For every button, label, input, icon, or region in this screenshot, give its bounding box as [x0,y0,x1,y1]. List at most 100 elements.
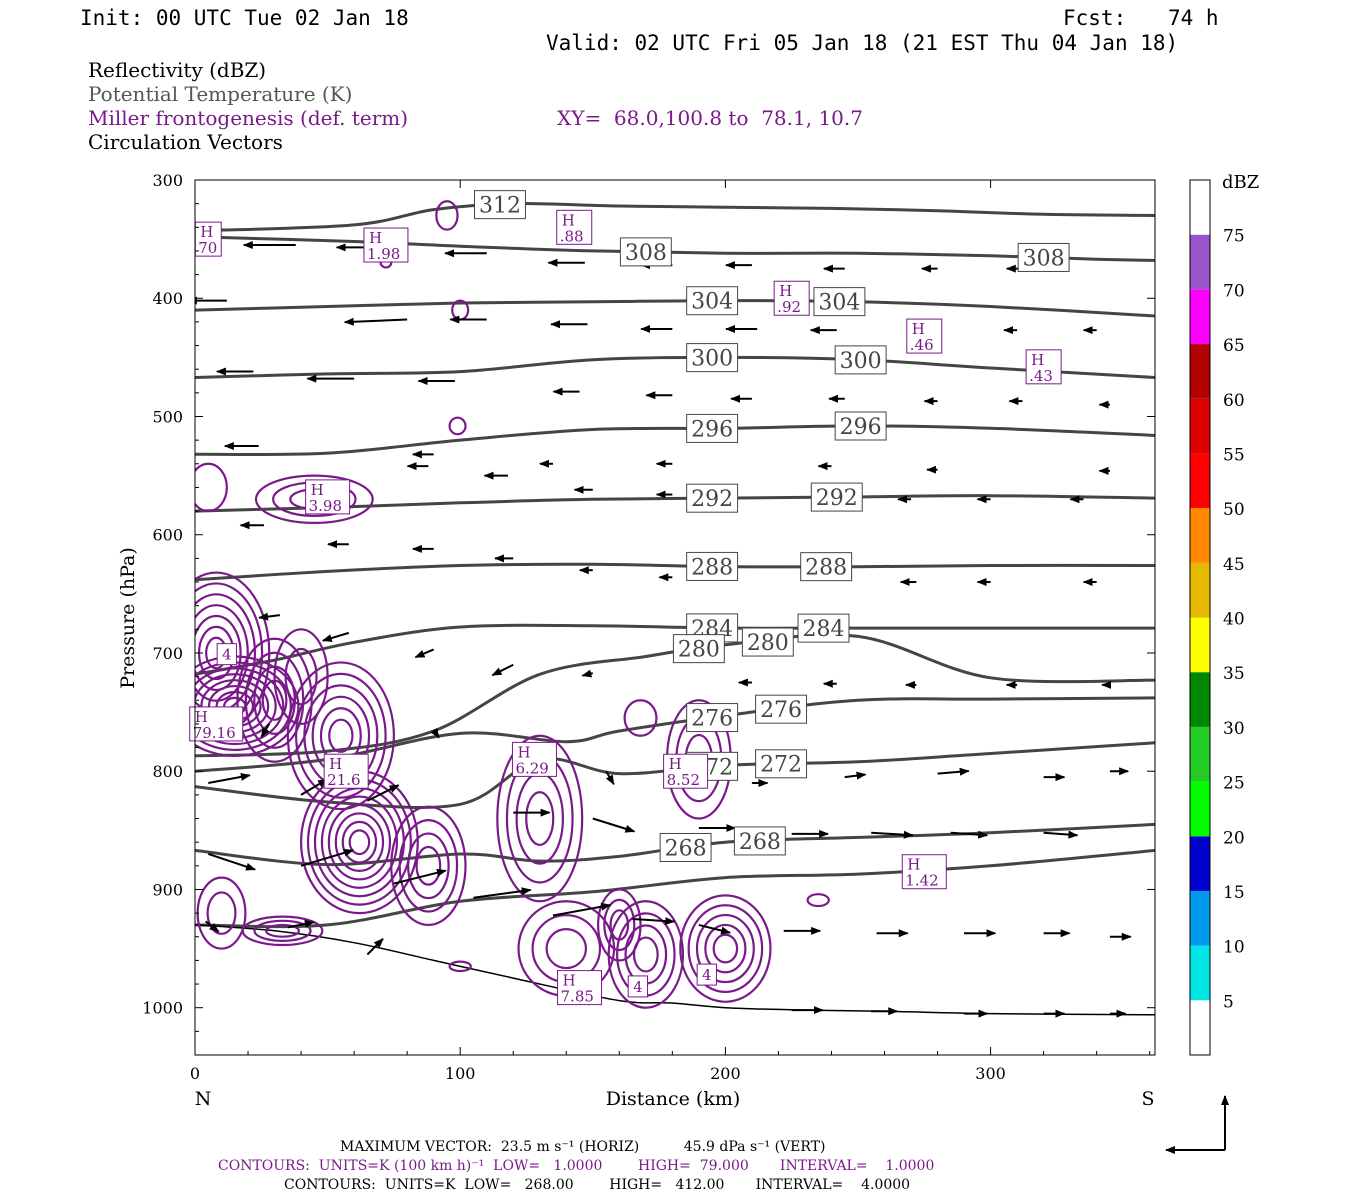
isentrope-label-300: 300 [686,343,739,373]
frontogenesis-contour-cluster [435,200,459,231]
vectors-legend: Circulation Vectors [88,130,283,154]
forecast-hour: 74 h [1168,6,1219,30]
circulation-vector [698,923,732,935]
frontogenesis-contour-cluster [195,462,228,513]
circulation-vector [473,887,532,899]
frontogenesis-contour [545,928,588,970]
frontogenesis-contour [704,923,747,974]
colorbar-segment [1190,508,1210,563]
isentrope-label-288: 288 [800,552,853,582]
x-tick-label: 0 [190,1064,200,1083]
circulation-vector [258,612,280,621]
x-tick-label: 100 [445,1064,476,1083]
forecast-label: Fcst: [1063,6,1127,30]
frontogenesis-contour-label-text: 4 [702,966,712,984]
max-vector-note: MAXIMUM VECTOR: 23.5 m s⁻¹ (HORIZ) 45.9 … [340,1139,826,1155]
frontogenesis-contour-label: 4 [627,975,649,998]
frontogenesis-contour-label-box [627,975,649,998]
isentrope-label-304-box [813,287,866,317]
circulation-vector [204,920,220,933]
isentrope-label-304-text: 304 [691,290,733,315]
x-tick-label: 200 [710,1064,741,1083]
isentrope-label-304-box [686,286,739,316]
isentrope-label-276-box [755,694,808,724]
colorbar-segment [1190,453,1210,509]
isentrope-label-308-text: 308 [625,241,667,266]
frontogenesis-max-box [557,970,603,1006]
frontogenesis-contour-cluster [623,699,658,737]
circulation-vector [393,868,447,885]
colorbar-label: 55 [1223,445,1245,465]
colorbar-segment [1190,1000,1210,1055]
y-axis-title: Pressure (hPa) [117,547,139,689]
frontogenesis-max-box [363,227,409,263]
isentrope-300 [195,355,1155,379]
frontogenesis-contour [196,876,247,950]
colorbar-segment [1190,180,1210,235]
frontogenesis-max-label: H.43 [1025,349,1062,385]
isentrope-label-300-box [834,345,887,375]
frontogenesis-contour-cluster [390,805,467,927]
frontogenesis-contour [284,647,318,706]
theta-legend: Potential Temperature (K) [88,82,353,106]
frontogenesis-contour [448,960,472,973]
isentrope-label-284-text: 284 [803,617,845,642]
frontogenesis-contour-label-text: 4 [222,646,232,664]
frontogenesis-max-value: 7.85 [561,988,594,1006]
isentrope-label-304-text: 304 [818,291,860,316]
isentrope-label-280-box [741,627,794,657]
frontogenesis-max-value: 70 [198,239,217,257]
isentrope-label-268-text: 268 [739,830,781,855]
isentrope-label-284: 284 [797,613,850,643]
y-tick-label: 1000 [142,999,183,1018]
isentrope-label-288-box [800,552,853,582]
frontogenesis-max-value: 3.98 [309,497,342,515]
isentrope-label-296-text: 296 [691,417,733,442]
y-tick-label: 400 [152,289,183,308]
frontogenesis-contour [415,845,442,886]
frontogenesis-max-box [773,280,810,316]
frontogenesis-contour [206,891,237,935]
frontogenesis-contour [273,628,329,726]
circulation-vector [366,938,384,956]
colorbar-label: 10 [1223,938,1245,958]
frontogenesis-max-box [1025,349,1062,385]
frontogenesis-max-value: 21.6 [327,771,360,789]
isentrope-label-312-box [474,190,526,220]
frontogenesis-max-label: H70 [194,221,222,257]
isentrope-label-288-box [686,551,739,581]
frontogenesis-max-box [663,753,709,789]
colorbar-segment [1190,781,1210,837]
isentrope-label-288-text: 288 [805,556,847,581]
frontogenesis-max-symbol: H [779,282,792,300]
frontogenesis-contour [295,672,387,799]
isentrope-312 [195,202,1155,233]
isentrope-308 [195,235,1155,262]
colorbar-label: 5 [1223,992,1234,1012]
frontogenesis-contour-cluster [679,894,772,1003]
circulation-vector [414,648,435,659]
frontogenesis-max-symbol: H [195,708,208,726]
isentrope-label-308-text: 308 [1023,246,1065,271]
isentrope-label-308-box [1017,242,1070,272]
x-right-end-label: S [1141,1088,1154,1110]
colorbar-label: 20 [1223,828,1245,848]
frontogenesis-contour-label-box [696,963,717,986]
isentrope-label-268: 268 [733,826,786,856]
frontogenesis-contour-cluster [241,915,324,947]
valid-time: Valid: 02 UTC Fri 05 Jan 18 (21 EST Thu … [546,31,1179,55]
isentrope-label-280: 280 [741,627,794,657]
frontogenesis-max-label: H6.29 [511,741,557,777]
frontogenesis-contour-cluster [273,628,329,726]
frontogenesis-max-value: .43 [1029,367,1053,385]
frontogenesis-max-value: 1.98 [367,245,400,263]
isentrope-label-276-text: 276 [760,698,802,723]
isentrope-label-304: 304 [813,287,866,317]
frontogenesis-max-label: H7.85 [557,970,603,1006]
frontogenesis-contour [407,832,450,900]
init-time: Init: 00 UTC Tue 02 Jan 18 [80,6,409,30]
isentrope-label-276: 276 [755,694,808,724]
y-tick-label: 700 [152,644,183,663]
frontogenesis-max-symbol: H [200,223,213,241]
isentrope-276 [195,696,1155,773]
